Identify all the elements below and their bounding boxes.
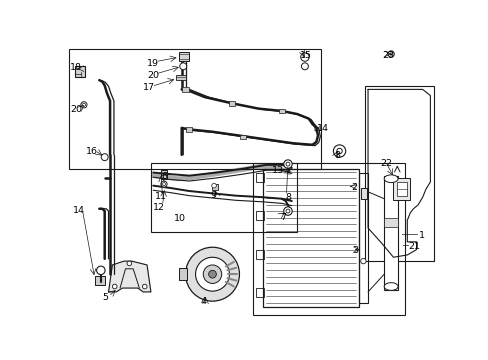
Circle shape	[283, 160, 292, 168]
Bar	[384, 218, 397, 227]
Text: 9: 9	[210, 191, 216, 200]
Text: 16: 16	[85, 147, 97, 156]
Bar	[256, 249, 264, 259]
Circle shape	[208, 270, 216, 278]
Text: 20: 20	[70, 105, 82, 114]
Text: 8: 8	[285, 193, 291, 202]
Circle shape	[81, 102, 87, 108]
Bar	[240, 135, 246, 139]
Polygon shape	[108, 261, 151, 292]
Text: 8: 8	[333, 151, 340, 160]
Bar	[360, 188, 366, 199]
Text: 15: 15	[300, 51, 312, 60]
Circle shape	[195, 257, 229, 291]
Ellipse shape	[384, 175, 397, 183]
Bar	[364, 86, 433, 261]
Text: 7: 7	[280, 213, 285, 222]
Bar	[262, 169, 358, 307]
Bar	[358, 172, 367, 303]
Text: 13: 13	[271, 166, 284, 175]
Bar	[256, 211, 264, 220]
Bar	[256, 288, 264, 297]
Text: 21: 21	[407, 242, 419, 251]
Circle shape	[127, 261, 131, 266]
Circle shape	[185, 247, 239, 301]
Bar	[253, 163, 404, 315]
Text: 23: 23	[381, 51, 393, 60]
Text: 17: 17	[143, 83, 155, 92]
Text: 20: 20	[147, 71, 159, 80]
Circle shape	[285, 209, 289, 213]
Text: 1: 1	[418, 231, 424, 240]
Circle shape	[387, 51, 393, 57]
Circle shape	[389, 53, 391, 55]
Circle shape	[211, 183, 216, 188]
Text: 3: 3	[351, 247, 357, 256]
Ellipse shape	[384, 283, 397, 291]
Bar	[182, 87, 188, 92]
Text: 22: 22	[380, 159, 391, 168]
Circle shape	[180, 63, 186, 70]
Bar	[95, 276, 105, 285]
Text: 4: 4	[201, 297, 206, 306]
Circle shape	[285, 162, 289, 166]
Circle shape	[283, 207, 292, 215]
Text: 10: 10	[174, 214, 185, 223]
Bar	[384, 176, 397, 289]
Circle shape	[301, 63, 308, 70]
Text: 19: 19	[147, 59, 159, 68]
Circle shape	[101, 154, 108, 161]
Bar	[151, 163, 297, 232]
Bar	[228, 101, 234, 105]
Circle shape	[161, 181, 167, 187]
Bar	[68, 49, 321, 169]
Bar	[396, 182, 407, 195]
Bar	[393, 178, 409, 199]
Circle shape	[112, 284, 117, 289]
Bar	[179, 268, 187, 280]
Bar	[278, 109, 285, 113]
Bar	[176, 75, 185, 80]
Circle shape	[162, 183, 165, 186]
Bar	[212, 184, 218, 190]
Bar	[75, 66, 85, 77]
Bar	[161, 170, 167, 180]
Circle shape	[336, 148, 342, 154]
Text: 14: 14	[73, 206, 85, 215]
Text: 12: 12	[153, 203, 165, 212]
Circle shape	[300, 53, 308, 61]
Bar	[178, 52, 189, 61]
Text: 14: 14	[316, 124, 328, 133]
Text: 11: 11	[154, 192, 166, 201]
Text: 2: 2	[350, 183, 356, 192]
Circle shape	[360, 258, 366, 264]
Text: 6: 6	[161, 172, 166, 181]
Circle shape	[142, 284, 147, 289]
Circle shape	[97, 266, 105, 275]
Circle shape	[333, 145, 345, 157]
Bar	[256, 172, 264, 182]
Text: 18: 18	[70, 63, 82, 72]
Circle shape	[82, 103, 85, 106]
Bar	[186, 127, 192, 132]
Text: 5: 5	[102, 293, 108, 302]
Circle shape	[203, 265, 221, 283]
